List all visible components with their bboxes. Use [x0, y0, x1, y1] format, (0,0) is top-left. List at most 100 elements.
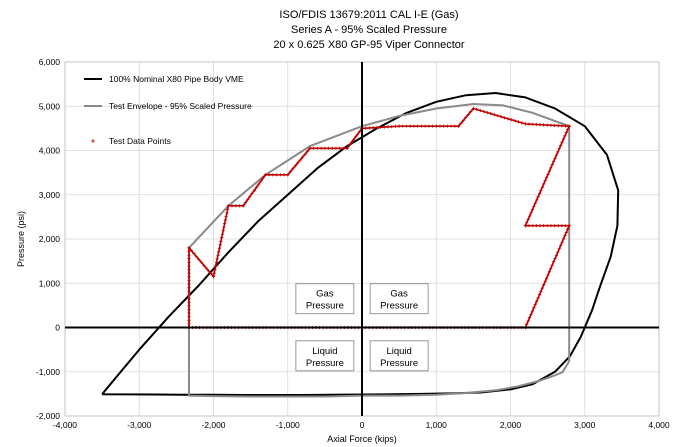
- data-point: [567, 124, 571, 128]
- x-tick-label: -2,000: [201, 420, 225, 430]
- y-tick-label: 3,000: [39, 190, 61, 200]
- legend-label: 100% Nominal X80 Pipe Body VME: [109, 74, 244, 84]
- data-point: [535, 198, 539, 202]
- data-point: [557, 247, 561, 251]
- data-point: [202, 263, 206, 267]
- data-point: [319, 146, 323, 150]
- region-label-box: [295, 340, 355, 372]
- data-point: [259, 179, 263, 183]
- data-point: [187, 322, 191, 326]
- data-point: [187, 264, 191, 268]
- data-point: [563, 134, 567, 138]
- data-point: [525, 220, 529, 225]
- region-label-line: Pressure: [380, 358, 418, 369]
- data-point: [430, 124, 435, 128]
- data-point: [525, 322, 529, 326]
- data-point: [282, 173, 286, 177]
- region-label-line: Pressure: [380, 301, 418, 312]
- data-point: [315, 146, 319, 150]
- data-point: [527, 122, 531, 126]
- data-point: [225, 211, 229, 215]
- data-point: [271, 173, 275, 177]
- data-point: [533, 302, 537, 307]
- y-tick-label: -2,000: [36, 411, 60, 421]
- data-point: [523, 122, 527, 126]
- data-point: [187, 275, 191, 279]
- data-point: [538, 224, 542, 228]
- data-point: [459, 121, 463, 125]
- data-point: [214, 260, 219, 265]
- x-tick-label: -4,000: [53, 420, 77, 430]
- data-point: [364, 126, 368, 130]
- data-point: [243, 201, 247, 205]
- data-point: [567, 224, 571, 228]
- data-point: [438, 124, 442, 128]
- region-label-line: Gas: [316, 289, 334, 300]
- data-point: [221, 229, 225, 233]
- data-point: [531, 224, 535, 228]
- data-point: [547, 169, 551, 173]
- data-point: [358, 129, 362, 133]
- data-point: [543, 179, 547, 183]
- data-point: [530, 309, 534, 313]
- legend-swatch: [91, 139, 95, 143]
- data-point: [379, 125, 383, 129]
- data-point: [199, 260, 203, 264]
- data-point: [187, 315, 191, 319]
- data-point: [212, 271, 216, 275]
- data-point: [482, 110, 486, 114]
- series-2-line: [188, 103, 571, 398]
- data-point: [187, 260, 191, 264]
- data-point: [257, 182, 261, 186]
- data-point: [503, 116, 507, 120]
- region-label-box: [369, 283, 429, 315]
- data-point: [301, 155, 305, 159]
- data-point: [434, 124, 438, 128]
- tick-labels: -4,000 -3,000 -2,000 -1,000 0 1,000 2,000 3,000…: [36, 57, 670, 430]
- data-point: [528, 214, 532, 218]
- data-point: [217, 246, 221, 250]
- data-point: [223, 218, 227, 222]
- data-point: [187, 271, 191, 275]
- region-label-box: [295, 283, 355, 315]
- data-point: [532, 306, 536, 310]
- title-line-1: ISO/FDIS 13679:2011 CAL I-E (Gas): [279, 9, 458, 21]
- y-tick-label: 6,000: [39, 57, 61, 67]
- data-point: [536, 296, 540, 300]
- y-tick-label: 5,000: [39, 101, 61, 111]
- data-point: [546, 172, 550, 176]
- data-point: [496, 114, 500, 118]
- data-point: [544, 276, 549, 280]
- data-point: [288, 170, 292, 174]
- data-point: [537, 192, 542, 196]
- data-point: [442, 124, 446, 128]
- data-point: [549, 166, 553, 170]
- data-point: [532, 204, 536, 209]
- data-point: [250, 191, 254, 195]
- data-point: [560, 124, 564, 128]
- data-point: [545, 123, 549, 127]
- data-point: [187, 278, 191, 282]
- data-point: [223, 221, 227, 226]
- data-point: [456, 124, 461, 128]
- data-point: [327, 146, 331, 150]
- data-point: [296, 161, 300, 165]
- data-point: [214, 264, 218, 268]
- data-point: [237, 204, 242, 208]
- data-point: [469, 109, 473, 113]
- data-point: [187, 282, 191, 286]
- data-point: [354, 135, 358, 139]
- data-point: [478, 108, 482, 113]
- data-point: [275, 173, 279, 177]
- data-point: [386, 125, 390, 129]
- data-point: [546, 273, 550, 277]
- data-point: [509, 118, 514, 122]
- data-point: [334, 146, 338, 150]
- data-point: [278, 173, 282, 177]
- data-point: [553, 257, 557, 261]
- legend-label: Test Data Points: [109, 136, 171, 146]
- data-point: [382, 125, 386, 129]
- y-tick-label: 2,000: [39, 234, 61, 244]
